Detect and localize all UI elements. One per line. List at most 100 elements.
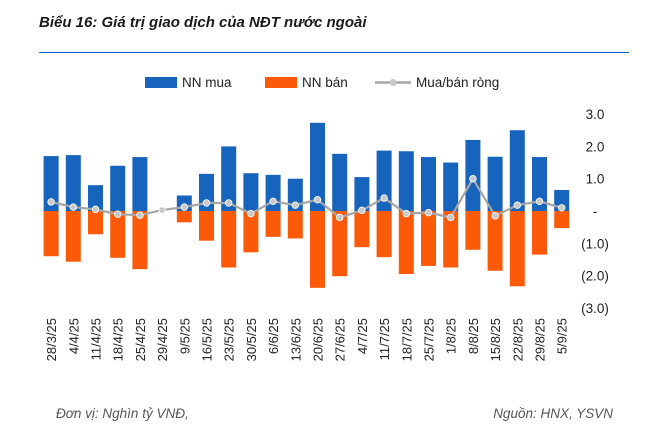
bar-buy xyxy=(243,173,259,211)
x-tick-label: 25/7/25 xyxy=(422,318,437,361)
y-tick-label: (3.0) xyxy=(581,301,609,316)
x-tick-label: 5/9/25 xyxy=(555,318,570,354)
bar-sell xyxy=(221,211,237,268)
y-tick-label: (2.0) xyxy=(581,269,609,284)
bar-buy xyxy=(65,155,81,211)
legend-label-net: Mua/bán ròng xyxy=(416,75,499,90)
title-divider xyxy=(39,52,629,53)
x-tick-label: 1/8/25 xyxy=(444,318,459,354)
y-tick-label: - xyxy=(593,204,598,219)
bar-buy xyxy=(421,157,436,211)
bar-sell xyxy=(88,211,103,235)
bar-buy xyxy=(43,156,59,211)
bar-buy xyxy=(132,157,148,211)
bar-sell xyxy=(487,211,503,271)
x-tick-label: 6/6/25 xyxy=(266,318,281,354)
bar-sell xyxy=(398,211,414,274)
bar-sell xyxy=(443,211,459,268)
x-tick-label: 20/6/25 xyxy=(311,318,326,361)
net-point xyxy=(247,209,255,218)
net-point xyxy=(158,206,166,214)
x-tick-label: 29/4/25 xyxy=(155,318,170,361)
bar-sell xyxy=(509,211,525,287)
x-tick-label: 30/5/25 xyxy=(244,318,259,361)
bar-sell xyxy=(532,211,547,255)
bar-buy xyxy=(398,151,414,211)
net-point xyxy=(180,203,188,211)
net-point xyxy=(380,194,388,202)
y-tick-label: 2.0 xyxy=(586,139,605,154)
bar-sell xyxy=(243,211,259,253)
net-point xyxy=(91,205,100,214)
bar-buy xyxy=(221,146,237,211)
net-line xyxy=(50,176,563,219)
net-point xyxy=(558,204,566,212)
x-tick-label: 8/8/25 xyxy=(466,318,481,354)
source-note: Nguồn: HNX, YSVN xyxy=(493,406,613,421)
net-point xyxy=(202,199,211,207)
bar-sell xyxy=(421,211,436,266)
net-point xyxy=(402,209,410,218)
legend-swatch-sell xyxy=(265,77,297,88)
net-point xyxy=(291,201,299,209)
net-point xyxy=(491,212,499,220)
bar-sell xyxy=(465,211,481,250)
net-point xyxy=(469,174,477,183)
bar-buy xyxy=(310,122,325,211)
net-point xyxy=(313,195,322,204)
bar-buy xyxy=(110,165,126,211)
net-point xyxy=(535,197,544,206)
x-tick-label: 16/5/25 xyxy=(200,318,215,361)
bar-buy xyxy=(88,185,103,211)
bar-sell xyxy=(332,211,348,277)
x-tick-label: 18/4/25 xyxy=(111,318,126,361)
chart-title: Biểu 16: Giá trị giao dịch của NĐT nước … xyxy=(39,14,367,31)
x-tick-label: 23/5/25 xyxy=(222,318,237,361)
net-point xyxy=(113,210,122,218)
net-point xyxy=(69,203,77,211)
legend-swatch-buy xyxy=(145,77,177,88)
bar-buy xyxy=(487,156,503,211)
net-point xyxy=(136,211,144,219)
unit-note: Đơn vị: Nghìn tỷ VNĐ, xyxy=(56,406,189,421)
bar-sell xyxy=(132,211,148,270)
net-point xyxy=(424,208,433,217)
x-tick-label: 29/8/25 xyxy=(533,318,548,361)
bar-sell xyxy=(110,211,126,258)
bar-sell xyxy=(310,211,325,288)
legend-label-buy: NN mua xyxy=(182,75,232,90)
net-point xyxy=(447,213,455,222)
bar-sell xyxy=(354,211,370,248)
bar-buy xyxy=(532,157,547,211)
x-tick-label: 22/8/25 xyxy=(510,318,525,361)
x-tick-label: 11/7/25 xyxy=(377,318,392,360)
bar-buy xyxy=(376,150,392,211)
x-tick-label: 9/5/25 xyxy=(177,318,192,354)
bar-buy xyxy=(199,173,214,211)
bar-sell xyxy=(176,211,192,223)
y-tick-label: (1.0) xyxy=(581,236,609,251)
net-point xyxy=(513,201,521,209)
bar-sell xyxy=(65,211,81,262)
x-tick-label: 15/8/25 xyxy=(488,318,503,361)
y-tick-label: 3.0 xyxy=(586,107,605,122)
legend: NN mua NN bán Mua/bán ròng xyxy=(145,75,499,90)
bar-sell xyxy=(376,211,392,258)
net-point xyxy=(47,198,55,206)
bar-buy xyxy=(443,162,459,211)
legend-label-sell: NN bán xyxy=(302,75,348,90)
bar-buy xyxy=(509,130,525,211)
bar-sell xyxy=(287,211,303,239)
legend-marker-net xyxy=(389,79,397,86)
bar-sell xyxy=(265,211,281,237)
x-tick-label: 4/7/25 xyxy=(355,318,370,354)
net-point xyxy=(336,213,344,222)
x-tick-label: 18/7/25 xyxy=(399,318,414,361)
bar-sell xyxy=(43,211,59,257)
bar-buy xyxy=(287,178,303,211)
net-point xyxy=(224,199,233,207)
bar-buy xyxy=(332,153,348,211)
net-point xyxy=(358,206,366,215)
bar-sell xyxy=(554,211,570,229)
